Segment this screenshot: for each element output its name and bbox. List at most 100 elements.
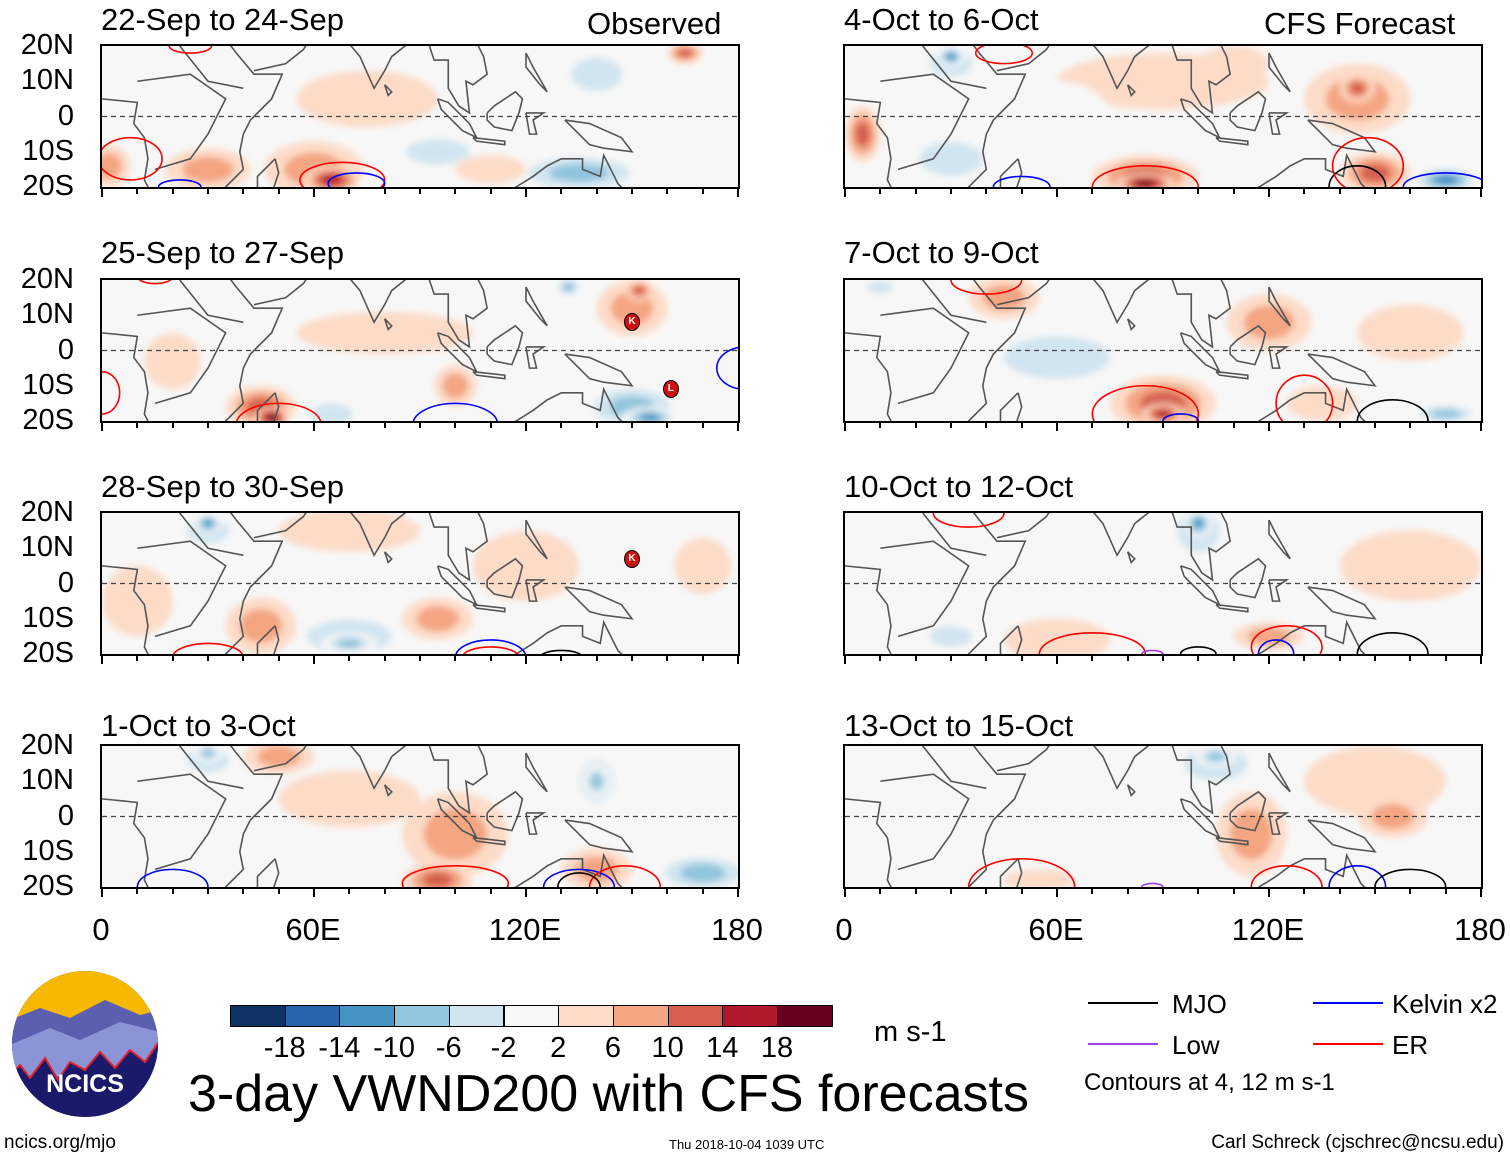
x-tick (419, 189, 421, 194)
x-tick (1409, 423, 1412, 428)
coastline (1269, 113, 1287, 134)
er-contour (1251, 626, 1322, 654)
coastline (1230, 559, 1265, 598)
coastline (254, 280, 311, 305)
x-tick (101, 423, 103, 431)
x-tick (525, 656, 527, 664)
x-tick (737, 189, 739, 197)
x-tick (383, 889, 386, 894)
coastline (1181, 799, 1220, 838)
colorbar-label: -6 (435, 1032, 462, 1064)
kelvin-contour (455, 640, 526, 654)
colorbar-units: m s-1 (874, 1016, 947, 1048)
coastline (1085, 746, 1230, 813)
x-tick (1303, 423, 1306, 428)
coastline (1269, 753, 1290, 792)
x-tick (1056, 656, 1058, 664)
coastline (526, 347, 544, 368)
anomaly-patch (548, 163, 610, 182)
anomaly-patch (1322, 862, 1428, 887)
coastline (257, 859, 278, 887)
x-tick (1409, 189, 1412, 194)
lat-label: 20N (20, 496, 74, 528)
x-tick (419, 423, 421, 428)
anomaly-patch (1349, 82, 1365, 95)
x-tick (1303, 656, 1306, 661)
anomaly-patch (915, 823, 1057, 880)
kelvin-contour (137, 869, 208, 887)
panel-title: 7-Oct to 9-Oct (844, 235, 1039, 270)
coastline (226, 46, 283, 187)
anomaly-patch (1004, 618, 1110, 654)
x-tick (1020, 189, 1023, 194)
panel-title: 10-Oct to 12-Oct (844, 469, 1074, 504)
logo-text: NCICS (46, 1070, 124, 1098)
anomaly-patch (633, 286, 646, 296)
lat-label: 10S (22, 134, 74, 167)
coastline (180, 46, 244, 88)
map-panel (843, 744, 1483, 889)
x-tick (419, 656, 421, 661)
anomaly-patch (423, 808, 488, 860)
x-tick (1091, 423, 1094, 428)
coastline (505, 855, 629, 887)
x-tick (1374, 656, 1376, 661)
coastline (505, 155, 629, 187)
x-tick (1409, 889, 1412, 894)
x-tick (277, 656, 280, 661)
x-tick (701, 189, 704, 194)
kelvin-contour (1403, 173, 1481, 187)
coastline (487, 326, 522, 365)
anomaly-patch (337, 638, 362, 648)
anomaly-patch (203, 520, 213, 528)
source-url[interactable]: ncics.org/mjo (4, 1132, 116, 1153)
coastline (1230, 92, 1265, 131)
x-tick (1020, 423, 1023, 428)
colorbar-swatch (503, 1005, 560, 1027)
x-tick (313, 889, 315, 897)
coastline (997, 280, 1054, 305)
x-tick (1338, 656, 1341, 661)
x-tick (1020, 889, 1023, 894)
er-contour (137, 280, 172, 284)
x-tick (1480, 189, 1482, 197)
colorbar-label: 10 (651, 1032, 684, 1064)
coastline (1269, 287, 1290, 326)
x-tick (525, 423, 527, 431)
anomaly-patch (1206, 752, 1226, 762)
coastline (1216, 138, 1248, 145)
colorbar-swatch (448, 1005, 505, 1027)
coastline (1308, 820, 1375, 852)
coastline (1000, 859, 1021, 887)
x-tick (701, 423, 704, 428)
x-tick (985, 189, 988, 194)
x-tick (666, 423, 669, 428)
lat-label: 20S (22, 404, 74, 436)
coastline (1216, 605, 1248, 612)
coastline (180, 746, 244, 788)
x-tick (1232, 889, 1235, 894)
anomaly-patch (982, 284, 1026, 311)
anomaly-patch (119, 53, 191, 110)
coastline (342, 746, 487, 813)
coastline (845, 99, 894, 187)
coastline (487, 792, 522, 831)
map-panel (100, 511, 740, 656)
coastline (526, 520, 547, 559)
x-tick (1268, 423, 1270, 431)
anomaly-patch (679, 863, 726, 882)
x-tick (242, 189, 245, 194)
x-tick (1197, 189, 1200, 194)
colorbar-swatch (284, 1005, 341, 1027)
er-contour (1251, 866, 1322, 887)
x-tick (560, 423, 563, 428)
er-contour (169, 46, 211, 53)
colorbar-label: -14 (318, 1032, 361, 1064)
map-panel (843, 511, 1483, 656)
coastline (257, 393, 278, 421)
coastline (102, 333, 151, 421)
x-tick (560, 889, 563, 894)
x-tick (737, 656, 739, 664)
coastline (385, 319, 392, 330)
coastline (565, 354, 632, 386)
